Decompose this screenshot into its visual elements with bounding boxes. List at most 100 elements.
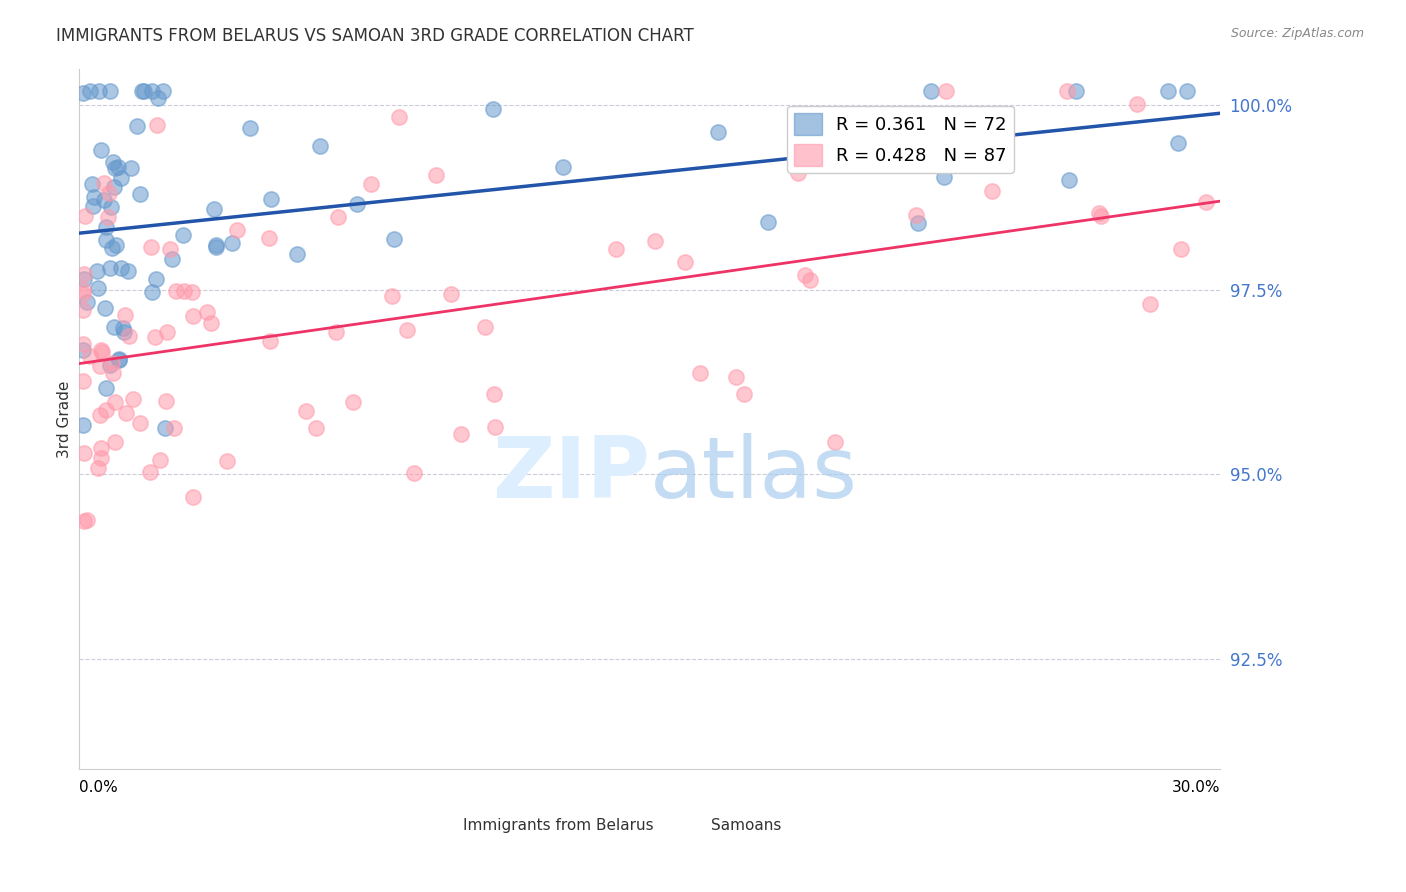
Point — [156, 326, 179, 340]
Point — [82, 177, 104, 191]
Point — [440, 286, 463, 301]
Point — [82, 199, 104, 213]
Point — [97, 210, 120, 224]
Point — [824, 434, 846, 449]
Point — [79, 349, 101, 363]
Point — [183, 309, 205, 323]
Point — [202, 202, 225, 216]
Text: Samoans: Samoans — [711, 818, 782, 833]
Point — [145, 272, 167, 286]
Point — [90, 343, 112, 357]
Point — [172, 227, 194, 242]
Point — [1056, 84, 1078, 98]
Point — [259, 192, 281, 206]
Point — [1087, 206, 1109, 220]
Point — [104, 161, 127, 176]
Point — [1170, 242, 1192, 256]
Point — [195, 304, 218, 318]
Point — [110, 260, 132, 275]
Point — [166, 285, 188, 299]
Point — [605, 242, 627, 256]
Point — [155, 421, 177, 435]
Point — [121, 161, 143, 175]
Point — [285, 247, 308, 261]
Point — [86, 281, 108, 295]
Point — [98, 186, 121, 200]
Point — [346, 197, 368, 211]
Point — [141, 285, 163, 299]
Point — [382, 232, 405, 246]
Point — [89, 409, 111, 423]
Point — [100, 200, 122, 214]
Point — [551, 160, 574, 174]
Point — [98, 84, 121, 98]
Point — [73, 267, 96, 281]
Circle shape — [482, 806, 509, 823]
Point — [73, 514, 96, 528]
Point — [200, 317, 222, 331]
Point — [180, 285, 202, 299]
Point — [1139, 297, 1161, 311]
Point — [72, 417, 94, 432]
Point — [1090, 210, 1112, 224]
Point — [73, 446, 96, 460]
Text: Source: ZipAtlas.com: Source: ZipAtlas.com — [1230, 27, 1364, 40]
Point — [673, 255, 696, 269]
Circle shape — [676, 806, 703, 823]
Point — [259, 334, 281, 349]
Point — [1175, 84, 1198, 98]
Point — [72, 337, 94, 351]
Point — [644, 234, 666, 248]
Point — [225, 223, 247, 237]
Point — [98, 359, 121, 373]
Text: Immigrants from Belarus: Immigrants from Belarus — [463, 818, 654, 833]
Point — [72, 343, 94, 357]
Point — [122, 392, 145, 407]
Point — [83, 190, 105, 204]
Point — [103, 154, 125, 169]
Text: atlas: atlas — [650, 434, 858, 516]
Point — [112, 321, 135, 335]
Point — [103, 180, 125, 194]
Point — [920, 84, 942, 98]
Point — [72, 287, 94, 301]
Point — [342, 395, 364, 409]
Point — [86, 263, 108, 277]
Point — [138, 465, 160, 479]
Point — [1194, 195, 1216, 210]
Point — [117, 264, 139, 278]
Point — [1064, 84, 1087, 98]
Point — [76, 512, 98, 526]
Point — [474, 319, 496, 334]
Point — [76, 294, 98, 309]
Legend: R = 0.361   N = 72, R = 0.428   N = 87: R = 0.361 N = 72, R = 0.428 N = 87 — [787, 105, 1014, 173]
Point — [114, 325, 136, 339]
Point — [89, 359, 111, 373]
Point — [132, 84, 155, 98]
Point — [360, 177, 382, 191]
Point — [93, 176, 115, 190]
Y-axis label: 3rd Grade: 3rd Grade — [58, 380, 72, 458]
Point — [305, 421, 328, 435]
Point — [141, 84, 163, 98]
Point — [94, 233, 117, 247]
Point — [107, 161, 129, 175]
Point — [93, 193, 115, 207]
Point — [799, 273, 821, 287]
Point — [205, 238, 228, 252]
Point — [72, 374, 94, 388]
Point — [381, 289, 404, 303]
Point — [689, 366, 711, 380]
Point — [425, 169, 447, 183]
Point — [173, 284, 195, 298]
Point — [90, 450, 112, 465]
Point — [482, 387, 505, 401]
Point — [72, 272, 94, 286]
Point — [107, 353, 129, 368]
Point — [904, 209, 927, 223]
Point — [1156, 84, 1178, 98]
Point — [131, 84, 153, 98]
Point — [96, 220, 118, 235]
Point — [215, 454, 238, 468]
Point — [787, 166, 810, 180]
